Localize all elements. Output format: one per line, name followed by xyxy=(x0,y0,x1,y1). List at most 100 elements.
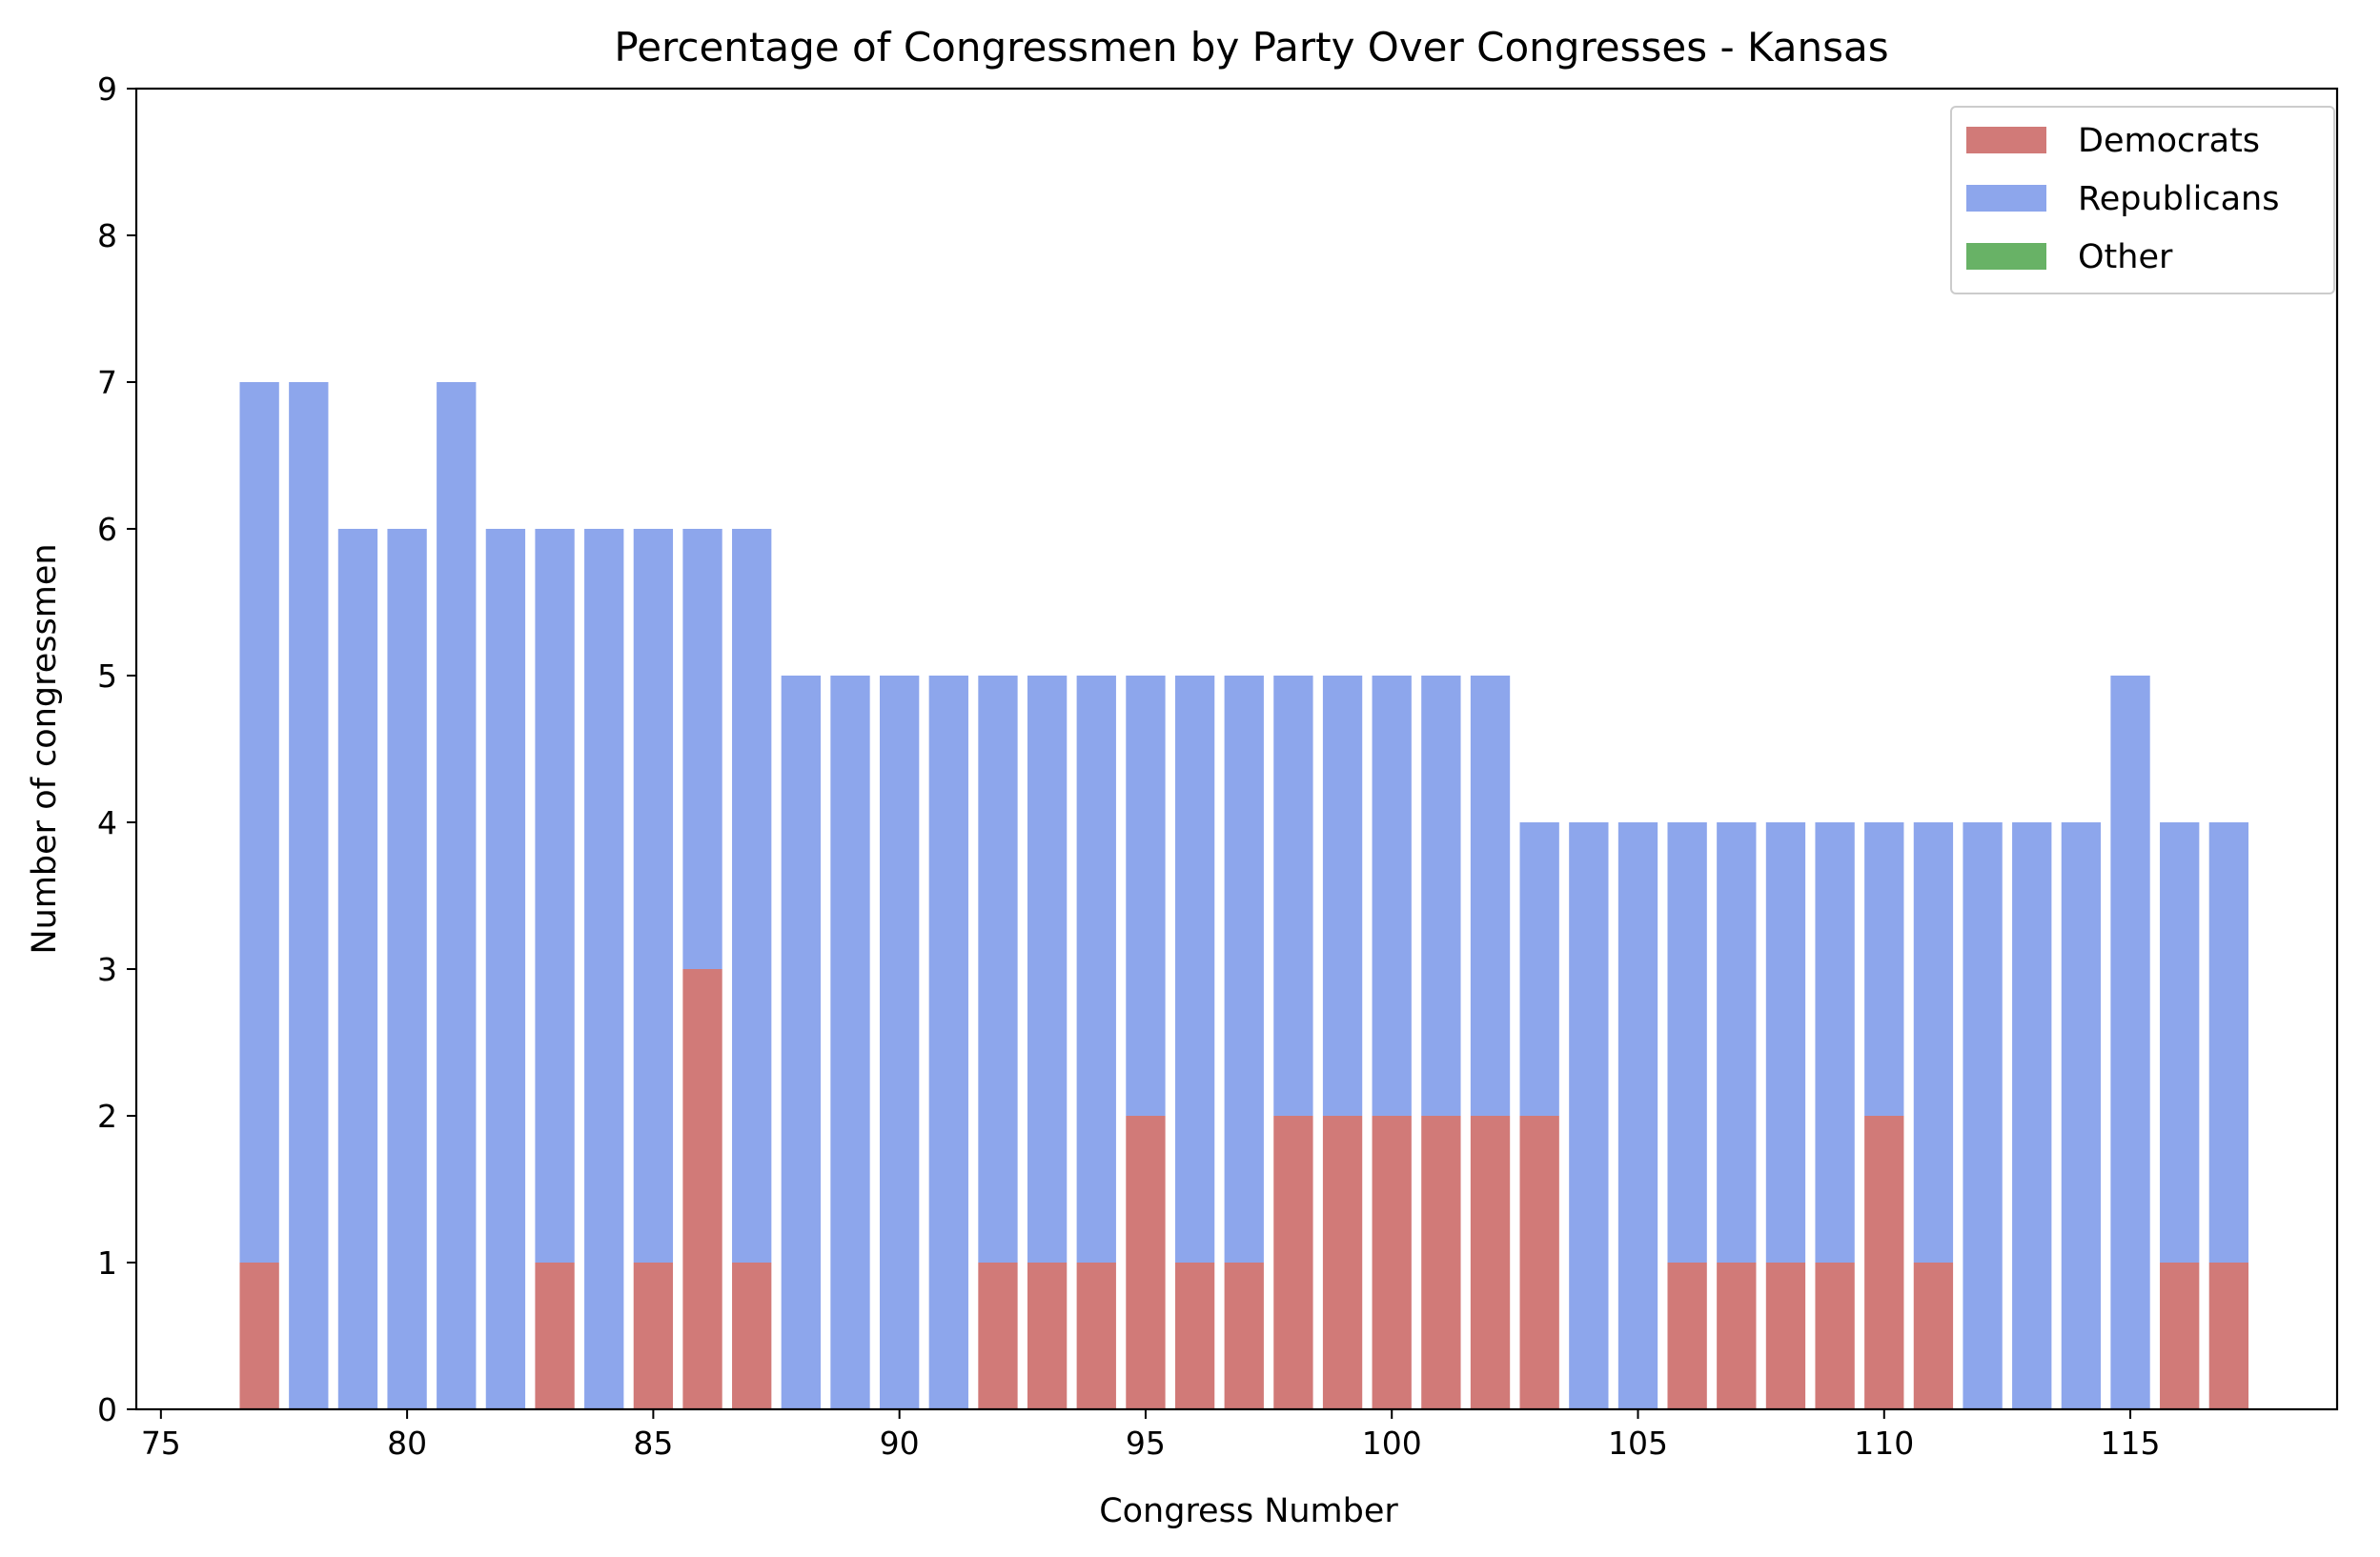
bar-democrats-94 xyxy=(1076,1263,1116,1409)
bar-democrats-108 xyxy=(1765,1263,1806,1409)
bar-democrats-96 xyxy=(1174,1263,1215,1409)
bar-democrats-100 xyxy=(1372,1116,1412,1409)
y-tick-label: 6 xyxy=(97,511,117,548)
plot-frame xyxy=(134,87,2339,1411)
bar-democrats-83 xyxy=(535,1263,575,1409)
y-axis: 0 1 2 3 4 5 6 7 8 9 xyxy=(97,71,136,1428)
y-tick-label: 2 xyxy=(97,1098,117,1135)
bar-republicans-116 xyxy=(2160,822,2200,1263)
bar-democrats-106 xyxy=(1667,1263,1707,1409)
bar-democrats-103 xyxy=(1519,1116,1559,1409)
legend-label-other: Other xyxy=(2078,238,2173,276)
x-tick-label: 75 xyxy=(141,1425,181,1462)
legend-label-democrats: Democrats xyxy=(2078,122,2260,160)
x-axis: 75 80 85 90 95 100 105 110 115 xyxy=(141,1409,2161,1462)
x-axis-label: Congress Number xyxy=(1099,1492,1398,1530)
y-tick-label: 8 xyxy=(97,217,117,254)
x-tick-label: 115 xyxy=(2101,1425,2161,1462)
bar-democrats-93 xyxy=(1027,1263,1068,1409)
bar-democrats-107 xyxy=(1717,1263,1757,1409)
bar-republicans-88 xyxy=(781,676,822,1409)
bar-republicans-101 xyxy=(1421,676,1461,1116)
bar-republicans-81 xyxy=(437,382,477,1409)
x-tick-label: 80 xyxy=(387,1425,427,1462)
bar-republicans-85 xyxy=(633,529,674,1263)
bar-democrats-86 xyxy=(682,969,722,1409)
x-tick-label: 90 xyxy=(880,1425,920,1462)
bar-republicans-98 xyxy=(1273,676,1313,1116)
bar-democrats-101 xyxy=(1421,1116,1461,1409)
bar-republicans-113 xyxy=(2012,822,2052,1409)
y-tick-label: 4 xyxy=(97,804,117,841)
chart-title: Percentage of Congressmen by Party Over … xyxy=(614,24,1888,71)
bar-republicans-83 xyxy=(535,529,575,1263)
bar-democrats-116 xyxy=(2160,1263,2200,1409)
legend-swatch-democrats xyxy=(1966,127,2046,153)
legend-label-republicans: Republicans xyxy=(2078,180,2279,218)
bar-republicans-89 xyxy=(830,676,870,1409)
bar-republicans-92 xyxy=(978,676,1018,1263)
y-axis-label: Number of congressmen xyxy=(26,543,64,954)
y-tick-label: 5 xyxy=(97,657,117,695)
bar-democrats-109 xyxy=(1815,1263,1855,1409)
bar-republicans-90 xyxy=(880,676,920,1409)
bar-republicans-87 xyxy=(732,529,772,1263)
bar-republicans-97 xyxy=(1224,676,1264,1263)
bar-democrats-92 xyxy=(978,1263,1018,1409)
bar-republicans-112 xyxy=(1963,822,2003,1409)
bar-republicans-86 xyxy=(682,529,722,969)
bar-democrats-117 xyxy=(2208,1263,2249,1409)
x-tick-label: 85 xyxy=(633,1425,673,1462)
bar-republicans-84 xyxy=(584,529,624,1409)
bar-republicans-100 xyxy=(1372,676,1412,1116)
y-tick-label: 7 xyxy=(97,364,117,401)
bar-democrats-98 xyxy=(1273,1116,1313,1409)
bar-republicans-110 xyxy=(1864,822,1904,1116)
bar-democrats-97 xyxy=(1224,1263,1264,1409)
bar-republicans-91 xyxy=(928,676,968,1409)
bar-democrats-99 xyxy=(1322,1116,1363,1409)
y-tick-label: 9 xyxy=(97,71,117,108)
bar-republicans-78 xyxy=(289,382,329,1409)
bar-democrats-102 xyxy=(1470,1116,1511,1409)
bar-republicans-104 xyxy=(1569,822,1609,1409)
y-tick-label: 0 xyxy=(97,1391,117,1428)
bar-republicans-111 xyxy=(1913,822,1954,1263)
legend-frame xyxy=(1950,106,2335,294)
bar-republicans-77 xyxy=(239,382,279,1263)
bar-republicans-94 xyxy=(1076,676,1116,1263)
bar-republicans-114 xyxy=(2061,822,2102,1409)
legend-swatch-other xyxy=(1966,243,2046,270)
y-tick-label: 3 xyxy=(97,951,117,988)
x-tick-label: 110 xyxy=(1854,1425,1914,1462)
x-tick-label: 95 xyxy=(1126,1425,1166,1462)
bar-republicans-99 xyxy=(1322,676,1363,1116)
bar-republicans-108 xyxy=(1765,822,1806,1263)
bar-republicans-103 xyxy=(1519,822,1559,1116)
bar-republicans-102 xyxy=(1470,676,1511,1116)
bar-democrats-87 xyxy=(732,1263,772,1409)
bar-republicans-109 xyxy=(1815,822,1855,1263)
bar-democrats-111 xyxy=(1913,1263,1954,1409)
bar-republicans-117 xyxy=(2208,822,2249,1263)
bar-republicans-95 xyxy=(1126,676,1166,1116)
bar-republicans-105 xyxy=(1617,822,1658,1409)
y-tick-label: 1 xyxy=(97,1244,117,1282)
bar-democrats-110 xyxy=(1864,1116,1904,1409)
bar-republicans-80 xyxy=(387,529,427,1409)
x-tick-label: 105 xyxy=(1608,1425,1668,1462)
bar-republicans-106 xyxy=(1667,822,1707,1263)
bar-republicans-79 xyxy=(337,529,378,1409)
bar-republicans-96 xyxy=(1174,676,1215,1263)
bar-democrats-95 xyxy=(1126,1116,1166,1409)
bars-group xyxy=(239,382,2249,1409)
x-tick-label: 100 xyxy=(1362,1425,1422,1462)
legend-swatch-republicans xyxy=(1966,185,2046,212)
bar-republicans-82 xyxy=(485,529,526,1409)
bar-democrats-77 xyxy=(239,1263,279,1409)
bar-republicans-115 xyxy=(2110,676,2150,1409)
bar-democrats-85 xyxy=(633,1263,674,1409)
legend: Democrats Republicans Other xyxy=(1950,106,2335,294)
bar-republicans-93 xyxy=(1027,676,1068,1263)
